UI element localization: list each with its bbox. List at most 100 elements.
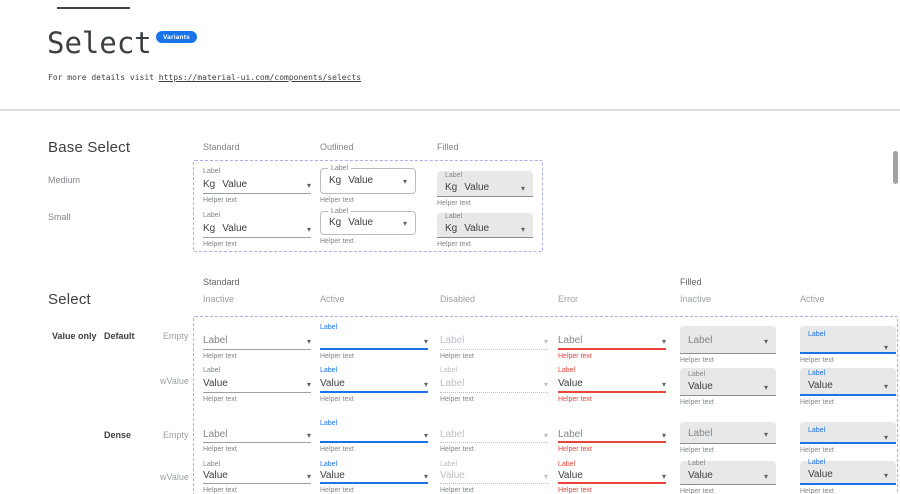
helper-text: Helper text: [558, 487, 666, 494]
col-error: Error: [558, 294, 578, 304]
helper-text: Helper text: [320, 487, 428, 494]
helper-text: Helper text: [800, 357, 896, 364]
helper-text: Helper text: [680, 357, 776, 364]
helper-text: Helper text: [680, 488, 776, 494]
helper-text: Helper text: [800, 447, 896, 454]
base-select-filled-medium[interactable]: Label KgValue▾ Helper text: [437, 171, 533, 207]
floating-label: Label: [320, 365, 428, 376]
select-standard-inactive-empty-dense[interactable]: Label▾ Helper text: [203, 418, 311, 453]
base-col-standard: Standard: [203, 142, 240, 152]
select-standard-error-empty[interactable]: Label▾ Helper text: [558, 322, 666, 360]
select-value: Value: [558, 470, 583, 481]
select-value: Value: [320, 470, 345, 481]
select-value: Value: [464, 223, 489, 234]
dropdown-arrow-icon: ▾: [521, 226, 525, 234]
dropdown-arrow-icon: ▾: [662, 432, 666, 440]
helper-text: Helper text: [558, 446, 666, 453]
material-ui-link[interactable]: https://material-ui.com/components/selec…: [159, 73, 361, 82]
floating-label: Label: [558, 365, 666, 376]
base-select-standard-medium[interactable]: Label KgValue▾ Helper text: [203, 166, 311, 204]
floating-label: Label: [688, 369, 768, 380]
floating-label: Label: [320, 459, 428, 470]
select-standard-active-wvalue[interactable]: Label Value▾ Helper text: [320, 365, 428, 403]
base-select-filled-small[interactable]: Label KgValue▾ Helper text: [437, 213, 533, 248]
select-standard-disabled-wvalue: Label Label▾ Helper text: [440, 365, 548, 403]
header-divider: [0, 109, 900, 111]
select-filled-active-empty[interactable]: Label ▾ Helper text: [800, 326, 896, 364]
select-standard-inactive-wvalue[interactable]: Label Value▾ Helper text: [203, 365, 311, 403]
dropdown-arrow-icon: ▾: [307, 432, 311, 440]
select-standard-disabled-wvalue-dense: Label Value ▾ Helper text: [440, 459, 548, 494]
select-value: Value: [222, 223, 247, 234]
value-prefix: Kg: [445, 223, 457, 234]
helper-text: Helper text: [437, 241, 533, 248]
dropdown-arrow-icon: ▾: [662, 338, 666, 346]
helper-text: Helper text: [680, 447, 776, 454]
helper-text: Helper text: [800, 488, 896, 494]
col-inactive-filled: Inactive: [680, 294, 711, 304]
dropdown-arrow-icon: ▾: [403, 178, 407, 186]
dropdown-arrow-icon: ▾: [521, 185, 525, 193]
helper-text: Helper text: [320, 353, 428, 360]
dropdown-arrow-icon: ▾: [307, 338, 311, 346]
state-wvalue-default: wValue: [160, 376, 189, 386]
helper-text: Helper text: [440, 446, 548, 453]
select-label: Label: [328, 207, 351, 216]
floating-label: Label: [440, 459, 548, 470]
group-filled: Filled: [680, 277, 702, 287]
state-wvalue-dense: wValue: [160, 472, 189, 482]
dropdown-arrow-icon: ▾: [544, 432, 548, 440]
dropdown-arrow-icon: ▾: [544, 381, 548, 389]
select-standard-active-wvalue-dense[interactable]: Label Value ▾ Helper text: [320, 459, 428, 494]
dropdown-arrow-icon: ▾: [307, 473, 311, 481]
select-value: Value: [348, 175, 373, 186]
dropdown-arrow-icon: ▾: [424, 473, 428, 481]
select-standard-error-empty-dense[interactable]: Label▾ Helper text: [558, 418, 666, 453]
select-value: Value: [320, 378, 345, 389]
select-standard-active-empty[interactable]: Label ▾ Helper text: [320, 322, 428, 360]
helper-text: Helper text: [558, 353, 666, 360]
base-select-section-title: Base Select: [48, 139, 130, 156]
select-filled-inactive-empty[interactable]: Label▾ Helper text: [680, 326, 776, 364]
select-standard-disabled-empty: Label▾ Helper text: [440, 322, 548, 360]
dropdown-arrow-icon: ▾: [544, 473, 548, 481]
base-select-outlined-medium[interactable]: Label KgValue▾ Helper text: [320, 168, 416, 204]
select-filled-active-wvalue[interactable]: Label Value▾ Helper text: [800, 368, 896, 406]
select-filled-active-wvalue-dense[interactable]: Label Value▾ Helper text: [800, 461, 896, 494]
base-row-medium: Medium: [48, 175, 80, 185]
helper-text: Helper text: [440, 396, 548, 403]
scrollbar-thumb[interactable]: [893, 151, 898, 184]
select-filled-inactive-wvalue-dense[interactable]: Label Value▾ Helper text: [680, 461, 776, 494]
helper-text: Helper text: [558, 396, 666, 403]
helper-text: Helper text: [203, 197, 311, 204]
helper-text: Helper text: [203, 353, 311, 360]
select-placeholder: Label: [440, 429, 464, 440]
col-active-standard: Active: [320, 294, 345, 304]
select-standard-error-wvalue-dense[interactable]: Label Value▾ Helper text: [558, 459, 666, 494]
select-placeholder: Label: [688, 335, 712, 346]
select-standard-active-empty-dense[interactable]: Label ▾ Helper text: [320, 418, 428, 453]
base-select-outlined-small[interactable]: Label KgValue▾ Helper text: [320, 211, 416, 245]
select-filled-inactive-wvalue[interactable]: Label Value▾ Helper text: [680, 368, 776, 406]
helper-text: Helper text: [203, 487, 311, 494]
select-standard-inactive-wvalue-dense[interactable]: Label Value▾ Helper text: [203, 459, 311, 494]
floating-label: Label: [808, 368, 888, 379]
dropdown-arrow-icon: ▾: [403, 220, 407, 228]
dropdown-arrow-icon: ▾: [764, 431, 768, 439]
col-active-filled: Active: [800, 294, 825, 304]
select-standard-inactive-empty[interactable]: Label ▾ Helper text: [203, 322, 311, 360]
select-standard-error-wvalue[interactable]: Label Value▾ Helper text: [558, 365, 666, 403]
floating-label: Label: [558, 459, 666, 470]
select-placeholder: Label: [203, 335, 227, 346]
dropdown-arrow-icon: ▾: [764, 473, 768, 481]
dropdown-arrow-icon: ▾: [307, 182, 311, 190]
helper-text: Helper text: [440, 487, 548, 494]
helper-text: Helper text: [203, 446, 311, 453]
select-value: Value: [440, 470, 465, 481]
base-select-standard-small[interactable]: Label KgValue▾ Helper text: [203, 210, 311, 248]
select-filled-inactive-empty-dense[interactable]: Label▾ Helper text: [680, 422, 776, 454]
select-value: Value: [808, 380, 833, 391]
helper-text: Helper text: [203, 396, 311, 403]
select-filled-active-empty-dense[interactable]: Label ▾ Helper text: [800, 422, 896, 454]
helper-text: Helper text: [320, 446, 428, 453]
